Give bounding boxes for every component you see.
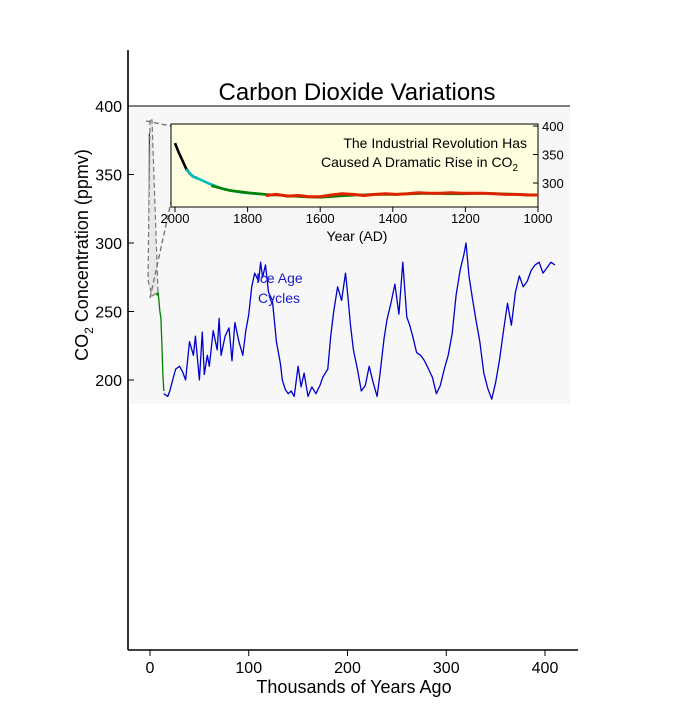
inset-series-line-3 — [265, 191, 538, 199]
x-tick-label: 0 — [146, 660, 155, 677]
y-tick-label: 300 — [95, 236, 122, 253]
inset-y-tick-label: 350 — [542, 148, 564, 163]
chart-title: Carbon Dioxide Variations — [218, 79, 495, 106]
inset-series-group — [173, 142, 539, 199]
x-tick-label: 300 — [433, 660, 460, 677]
y-axis-label-subscript: 2 — [82, 327, 96, 334]
inset-x-tick-label: 1200 — [451, 211, 480, 226]
y-axis-label: CO2 Concentration (ppmv) — [72, 149, 96, 361]
inset-title-line1: The Industrial Revolution Has — [343, 135, 527, 151]
zoom-connector-bottom — [149, 201, 172, 299]
main-series-line-0 — [163, 242, 556, 400]
y-axis-label-rest: Concentration (ppmv) — [72, 149, 92, 327]
y-tick-label: 400 — [95, 99, 122, 116]
x-tick-label: 100 — [235, 660, 262, 677]
inset-y-tick-label: 400 — [542, 119, 564, 134]
inset-title-line2-main: Caused A Dramatic Rise in CO — [321, 154, 513, 170]
zoom-connector-top — [145, 120, 172, 127]
x-axis-label: Thousands of Years Ago — [256, 677, 451, 697]
y-tick-label: 350 — [95, 168, 122, 185]
annotation-ice-age: Ice Age — [256, 270, 303, 286]
inset-title-line2-subscript: 2 — [512, 163, 518, 174]
zoom-region-outline — [147, 119, 159, 297]
y-tick-label: 250 — [95, 305, 122, 322]
x-tick-label: 400 — [532, 660, 559, 677]
y-axis-label-main: CO — [72, 334, 92, 361]
main-axis-ticks: 200 250 300 350 400 0 100 200 300 400 — [95, 99, 558, 677]
inset-x-tick-label: 1800 — [233, 211, 262, 226]
inset-x-axis-label: Year (AD) — [327, 228, 388, 244]
inset-y-tick-label: 300 — [542, 176, 564, 191]
inset-x-tick-label: 1600 — [306, 211, 335, 226]
y-tick-label: 200 — [95, 373, 122, 390]
inset-x-tick-label: 1400 — [378, 211, 407, 226]
inset-x-tick-label: 2000 — [161, 211, 190, 226]
inset-title-line2: Caused A Dramatic Rise in CO2 — [321, 154, 518, 174]
annotation-cycles: Cycles — [258, 290, 300, 306]
inset-x-tick-label: 1000 — [524, 211, 553, 226]
inset-axis-ticks: 2000 1800 1600 1400 1200 1000 300 350 400 — [161, 119, 564, 226]
x-tick-label: 200 — [334, 660, 361, 677]
